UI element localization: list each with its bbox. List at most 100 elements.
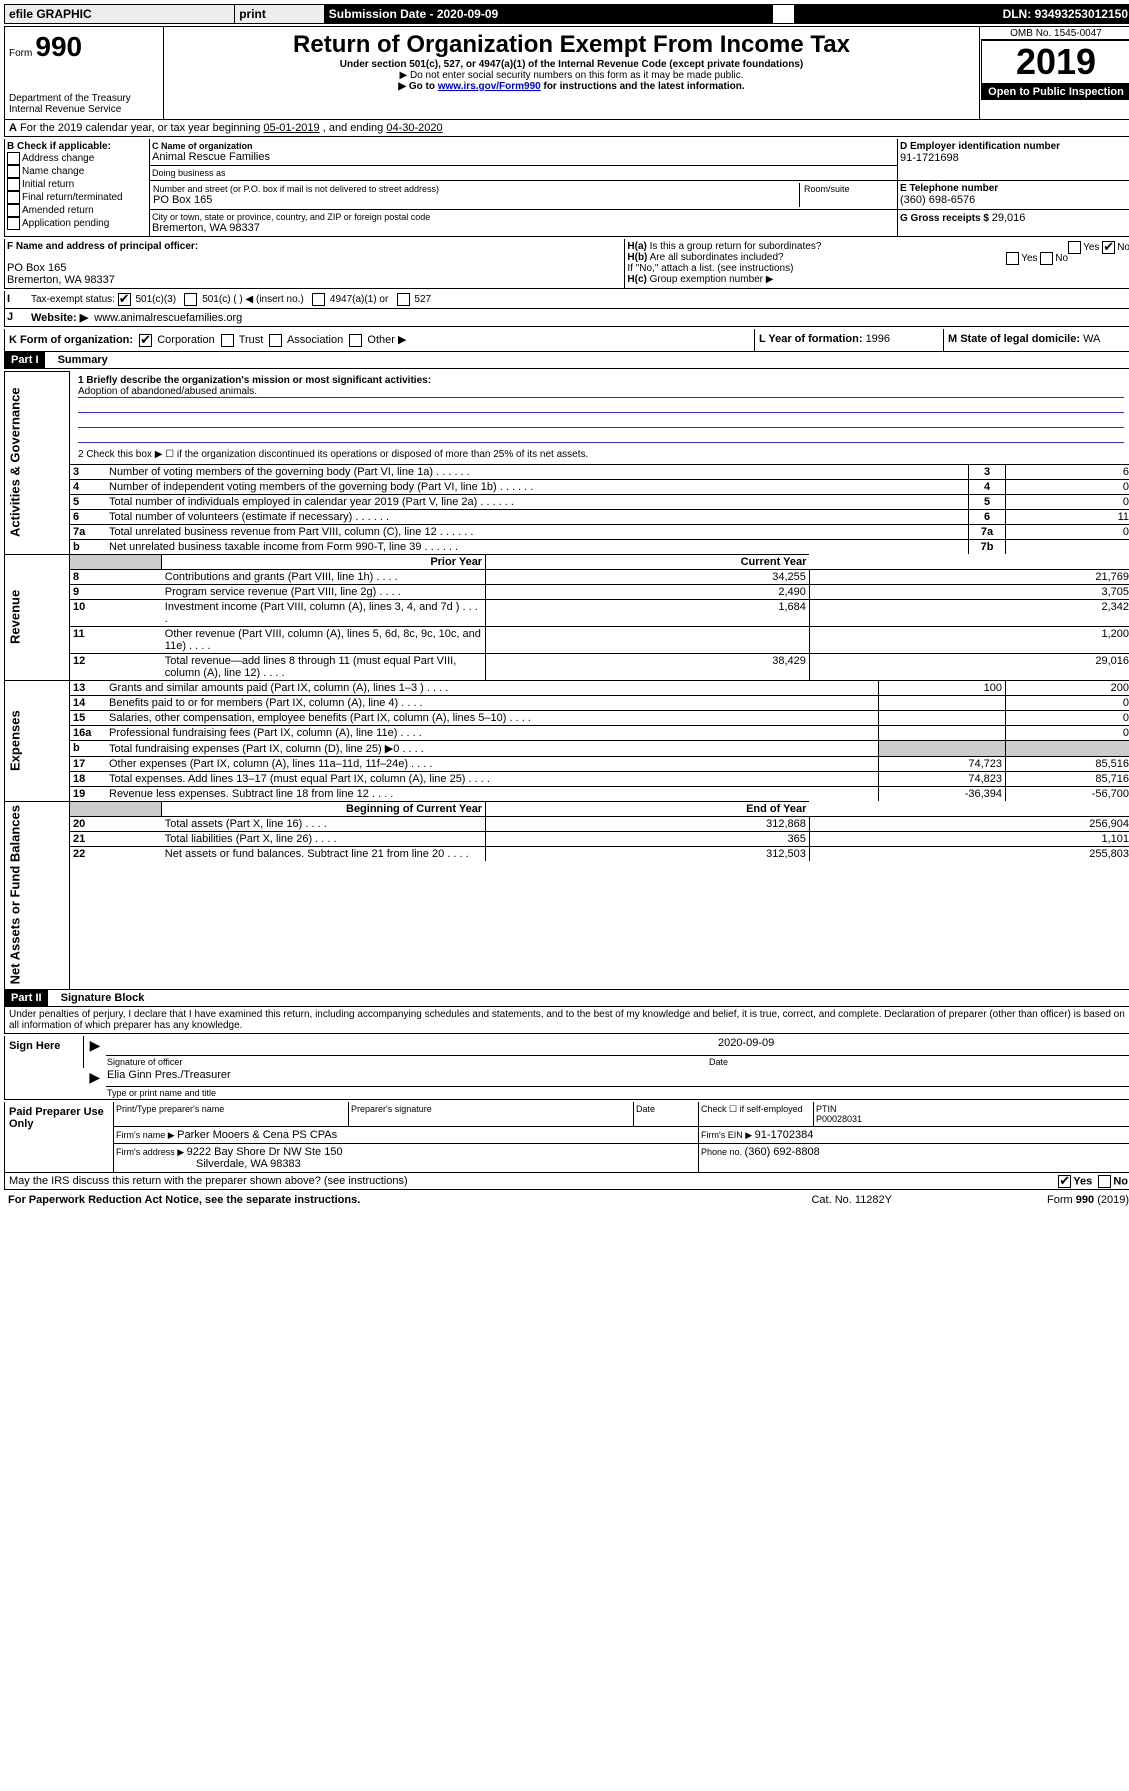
tax-year: 2019 bbox=[981, 40, 1129, 84]
d-label: D Employer identification number bbox=[900, 141, 1129, 152]
table-row: 19Revenue less expenses. Subtract line 1… bbox=[70, 787, 1129, 802]
table-row: 9Program service revenue (Part VIII, lin… bbox=[70, 585, 1129, 600]
table-row: bNet unrelated business taxable income f… bbox=[70, 540, 1129, 555]
side-revenue: Revenue bbox=[5, 554, 70, 680]
i-4947-checkbox[interactable] bbox=[312, 293, 325, 306]
officer-addr2: Bremerton, WA 98337 bbox=[7, 274, 622, 286]
mission-text: Adoption of abandoned/abused animals. bbox=[78, 386, 1124, 398]
b-final-return[interactable]: Final return/terminated bbox=[7, 191, 147, 204]
side-expenses: Expenses bbox=[5, 680, 70, 801]
website-value: www.animalrescuefamilies.org bbox=[94, 312, 242, 324]
b-initial-return[interactable]: Initial return bbox=[7, 178, 147, 191]
table-row: 4Number of independent voting members of… bbox=[70, 480, 1129, 495]
sig-officer-label: Signature of officer bbox=[106, 1055, 708, 1068]
table-row: 17Other expenses (Part IX, column (A), l… bbox=[70, 757, 1129, 772]
form-subtitle: Under section 501(c), 527, or 4947(a)(1)… bbox=[168, 59, 975, 70]
c-name-label: C Name of organization bbox=[152, 141, 895, 151]
entity-block: B Check if applicable: Address change Na… bbox=[4, 139, 1129, 237]
b-address-change[interactable]: Address change bbox=[7, 152, 147, 165]
i-501c-checkbox[interactable] bbox=[184, 293, 197, 306]
table-row: 15Salaries, other compensation, employee… bbox=[70, 711, 1129, 726]
f-h-block: F Name and address of principal officer:… bbox=[4, 239, 1129, 289]
i-501c3-checkbox[interactable] bbox=[118, 293, 131, 306]
prep-sig-label: Preparer's signature bbox=[349, 1102, 634, 1127]
firm-addr2: Silverdale, WA 98383 bbox=[116, 1158, 301, 1170]
b-amended[interactable]: Amended return bbox=[7, 204, 147, 217]
form-number: 990 bbox=[35, 31, 82, 62]
k-corp-checkbox[interactable] bbox=[139, 334, 152, 347]
dln: DLN: 93493253012150 bbox=[795, 5, 1129, 24]
omb-number: OMB No. 1545-0047 bbox=[981, 28, 1129, 40]
date-label: Date bbox=[708, 1055, 1129, 1068]
h-a: H(a) Is this a group return for subordin… bbox=[627, 241, 1129, 252]
k-other-checkbox[interactable] bbox=[349, 334, 362, 347]
col-current: Current Year bbox=[486, 555, 810, 570]
note-ssn: ▶ Do not enter social security numbers o… bbox=[168, 70, 975, 81]
col-prior: Prior Year bbox=[162, 555, 486, 570]
sig-date: 2020-09-09 bbox=[718, 1037, 774, 1049]
officer-name: Elia Ginn Pres./Treasurer bbox=[107, 1069, 231, 1081]
k-assoc-checkbox[interactable] bbox=[269, 334, 282, 347]
form-label: Form bbox=[9, 48, 32, 59]
governance-table: 3Number of voting members of the governi… bbox=[70, 464, 1129, 554]
dept-label: Department of the Treasury Internal Reve… bbox=[9, 93, 159, 115]
table-row: 11Other revenue (Part VIII, column (A), … bbox=[70, 627, 1129, 654]
sign-block: Sign Here ▶ 2020-09-09 Signature of offi… bbox=[4, 1036, 1129, 1100]
note-link: ▶ Go to www.irs.gov/Form990 for instruct… bbox=[168, 81, 975, 92]
table-row: 12Total revenue—add lines 8 through 11 (… bbox=[70, 654, 1129, 681]
efile-button[interactable]: efile GRAPHIC bbox=[5, 5, 235, 24]
k-label: K Form of organization: bbox=[9, 334, 133, 346]
j-label: Website: ▶ bbox=[31, 312, 88, 324]
side-net-assets: Net Assets or Fund Balances bbox=[5, 801, 70, 989]
q1-label: 1 Briefly describe the organization's mi… bbox=[78, 375, 1124, 386]
firm-addr1: 9222 Bay Shore Dr NW Ste 150 bbox=[187, 1146, 343, 1158]
table-row: 16aProfessional fundraising fees (Part I… bbox=[70, 726, 1129, 741]
irs-link[interactable]: www.irs.gov/Form990 bbox=[438, 81, 541, 92]
q2-text: 2 Check this box ▶ ☐ if the organization… bbox=[78, 449, 1124, 460]
footer-mid: Cat. No. 11282Y bbox=[759, 1192, 944, 1208]
prep-name-label: Print/Type preparer's name bbox=[114, 1102, 349, 1127]
paid-preparer-label: Paid Preparer Use Only bbox=[5, 1102, 114, 1173]
net-assets-table: Beginning of Current Year End of Year 20… bbox=[70, 801, 1129, 861]
officer-title-label: Type or print name and title bbox=[106, 1087, 1129, 1100]
sign-here-label: Sign Here bbox=[5, 1036, 84, 1068]
table-row: 20Total assets (Part X, line 16) . . . .… bbox=[70, 817, 1129, 832]
e-label: E Telephone number bbox=[900, 183, 1129, 194]
print-button[interactable]: print bbox=[235, 5, 325, 24]
top-bar: efile GRAPHIC print Submission Date - 20… bbox=[4, 4, 1129, 24]
i-527-checkbox[interactable] bbox=[397, 293, 410, 306]
table-row: 7aTotal unrelated business revenue from … bbox=[70, 525, 1129, 540]
officer-addr1: PO Box 165 bbox=[7, 262, 622, 274]
m-label: M State of legal domicile: bbox=[948, 333, 1083, 345]
revenue-table: Prior Year Current Year 8Contributions a… bbox=[70, 554, 1129, 680]
table-row: bTotal fundraising expenses (Part IX, co… bbox=[70, 741, 1129, 757]
k-trust-checkbox[interactable] bbox=[221, 334, 234, 347]
table-row: 21Total liabilities (Part X, line 26) . … bbox=[70, 832, 1129, 847]
table-row: 6Total number of volunteers (estimate if… bbox=[70, 510, 1129, 525]
preparer-phone: (360) 692-8808 bbox=[745, 1146, 820, 1158]
gross-receipts: 29,016 bbox=[992, 212, 1026, 224]
perjury-text: Under penalties of perjury, I declare th… bbox=[4, 1007, 1129, 1034]
firm-ein-label: Firm's EIN ▶ bbox=[701, 1130, 755, 1140]
table-row: 13Grants and similar amounts paid (Part … bbox=[70, 681, 1129, 696]
b-application-pending[interactable]: Application pending bbox=[7, 217, 147, 230]
table-row: 8Contributions and grants (Part VIII, li… bbox=[70, 570, 1129, 585]
table-row: 18Total expenses. Add lines 13–17 (must … bbox=[70, 772, 1129, 787]
preparer-block: Paid Preparer Use Only Print/Type prepar… bbox=[4, 1102, 1129, 1173]
addr-label: Number and street (or P.O. box if mail i… bbox=[153, 184, 798, 194]
city-value: Bremerton, WA 98337 bbox=[152, 222, 895, 234]
org-name: Animal Rescue Families bbox=[152, 151, 895, 163]
year-formation: 1996 bbox=[866, 333, 890, 345]
city-label: City or town, state or province, country… bbox=[152, 212, 895, 222]
ein-value: 91-1721698 bbox=[900, 152, 1129, 164]
expenses-table: 13Grants and similar amounts paid (Part … bbox=[70, 680, 1129, 801]
discuss-yes-checkbox[interactable] bbox=[1058, 1175, 1071, 1188]
self-employed[interactable]: Check ☐ if self-employed bbox=[699, 1102, 814, 1127]
discuss-no-checkbox[interactable] bbox=[1098, 1175, 1111, 1188]
ptin-label: PTIN bbox=[816, 1104, 837, 1114]
b-name-change[interactable]: Name change bbox=[7, 165, 147, 178]
dba-label: Doing business as bbox=[152, 168, 895, 178]
h-c: H(c) Group exemption number ▶ bbox=[627, 274, 1129, 285]
form-header: Form 990 Department of the Treasury Inte… bbox=[4, 26, 1129, 120]
table-row: 3Number of voting members of the governi… bbox=[70, 465, 1129, 480]
